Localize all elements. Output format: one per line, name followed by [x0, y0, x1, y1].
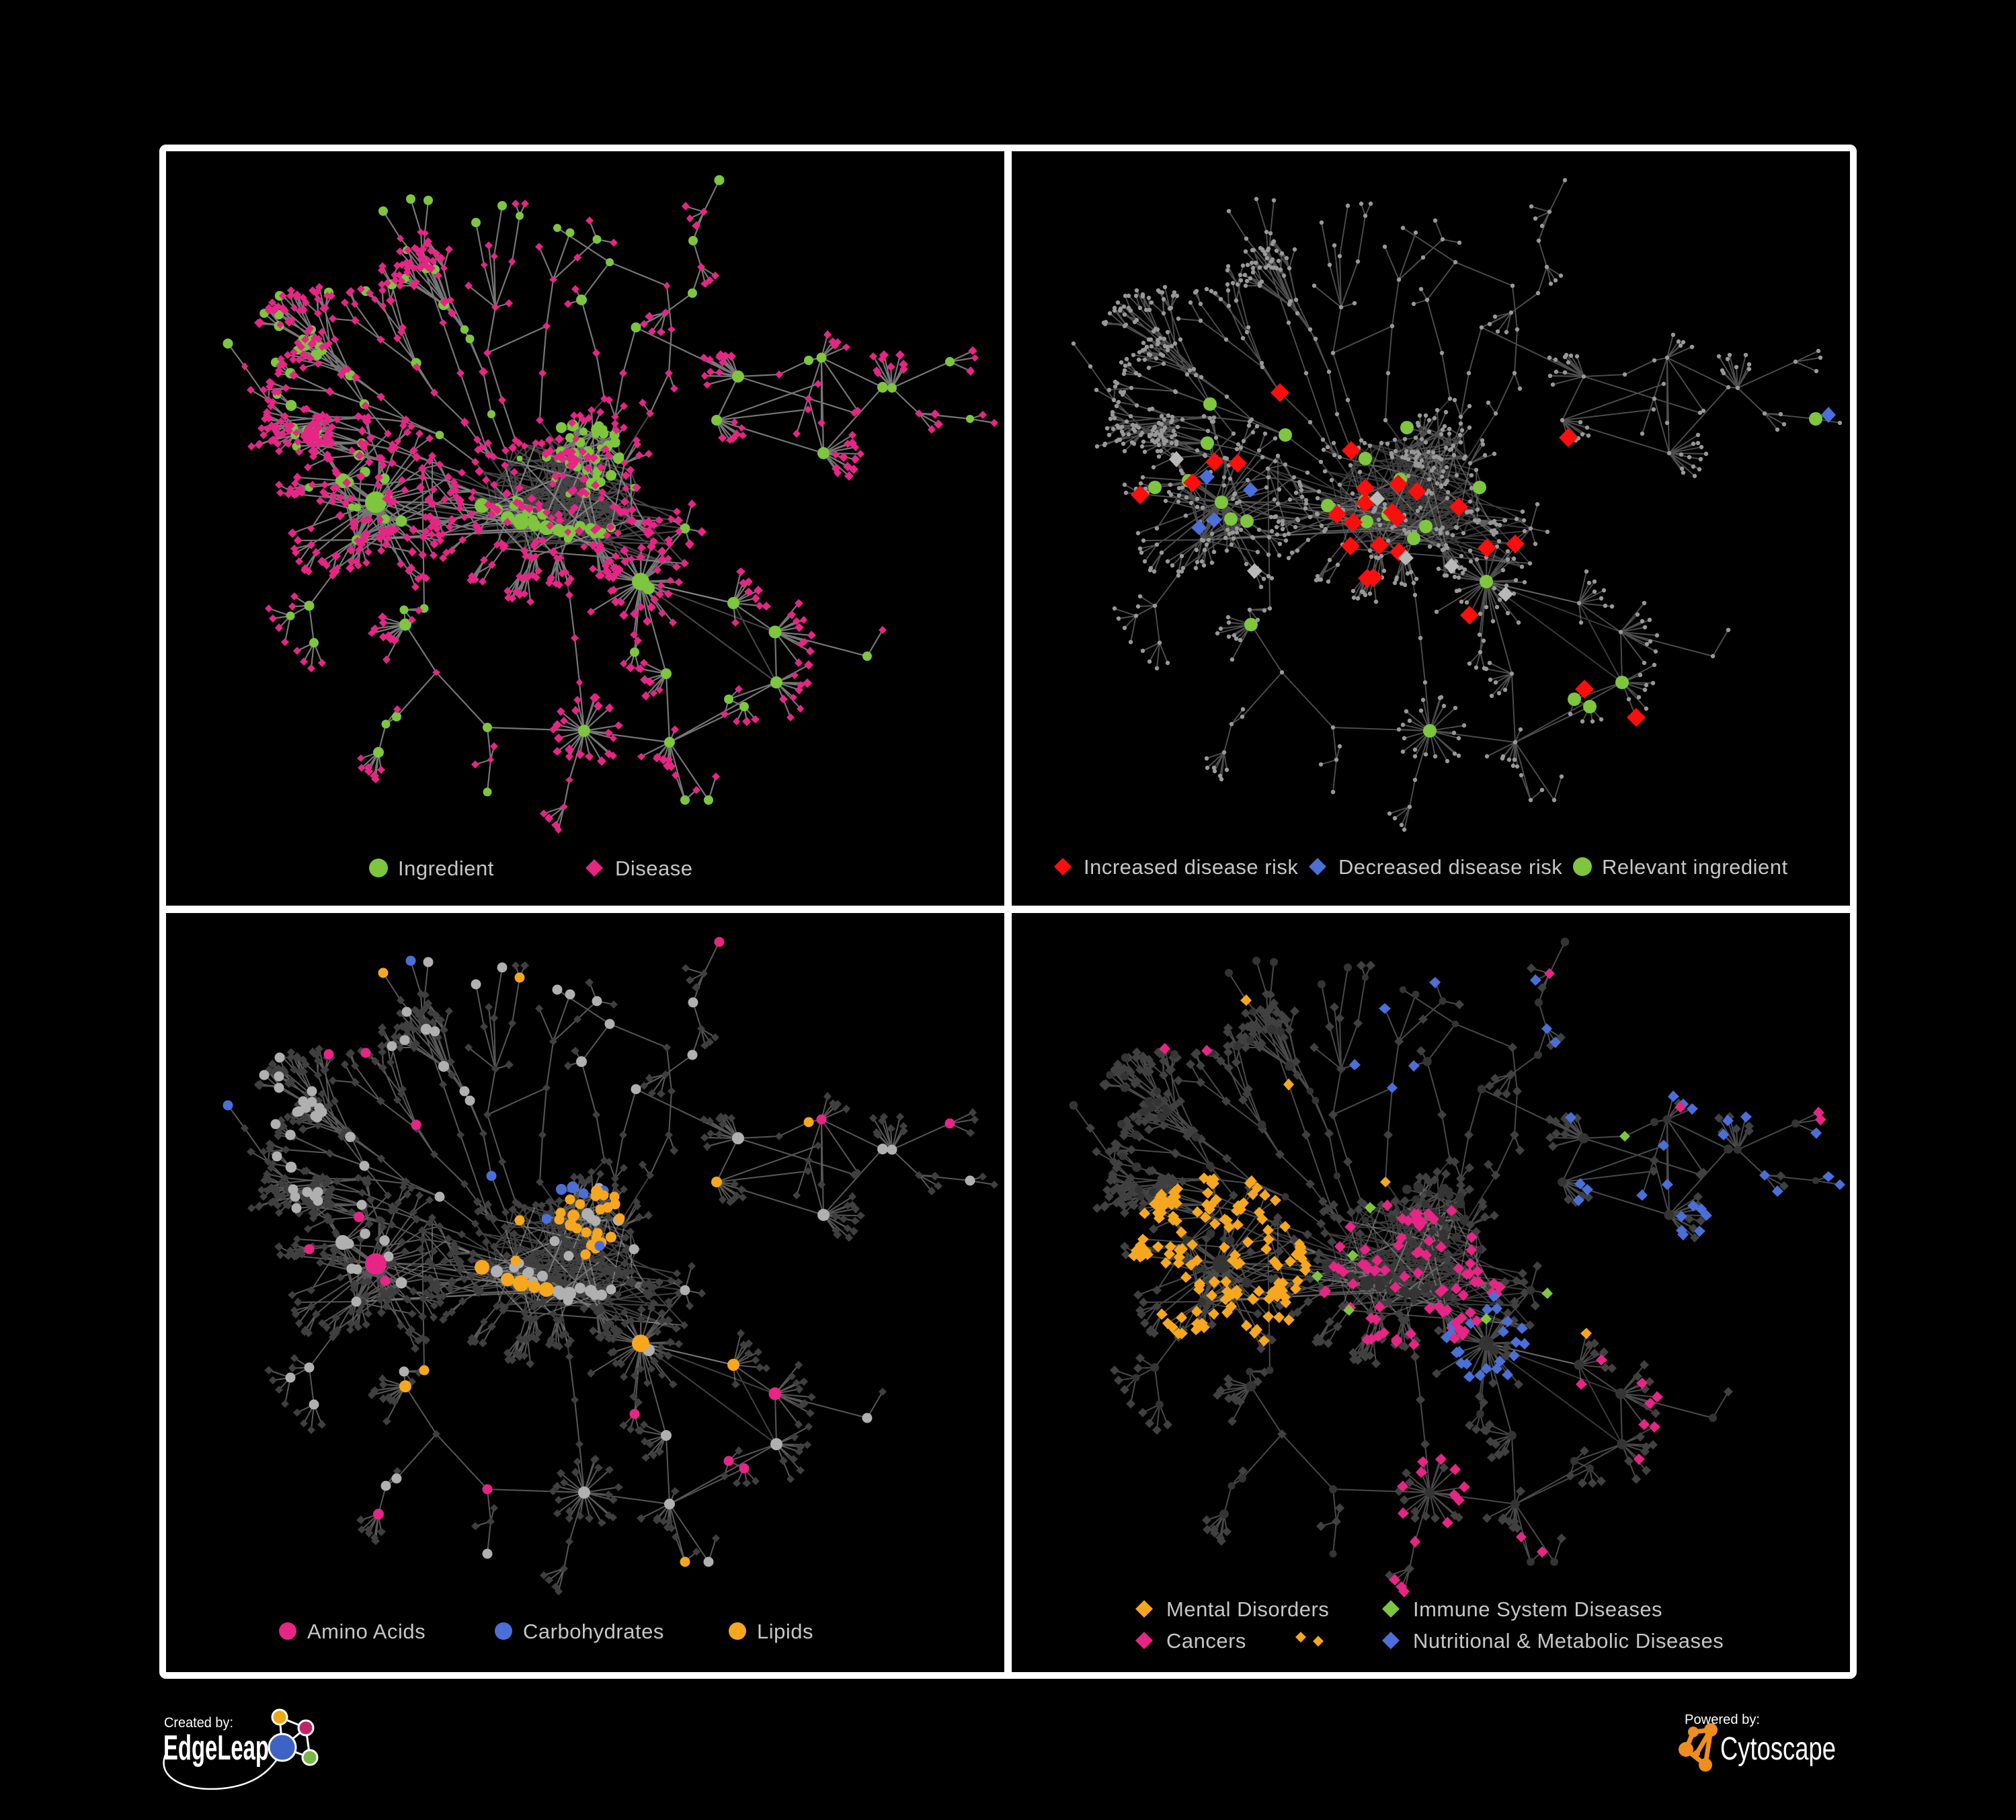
svg-text:Disease: Disease: [615, 857, 693, 880]
svg-text:Nutritional & Metabolic Diseas: Nutritional & Metabolic Diseases: [1413, 1629, 1724, 1653]
svg-text:EdgeLeap: EdgeLeap: [163, 1729, 269, 1768]
svg-text:Created by:: Created by:: [164, 1715, 233, 1731]
svg-text:Mental Disorders: Mental Disorders: [1166, 1597, 1329, 1621]
svg-text:Immune System Diseases: Immune System Diseases: [1413, 1597, 1662, 1621]
svg-text:Cancers: Cancers: [1166, 1629, 1246, 1653]
svg-text:Amino Acids: Amino Acids: [307, 1620, 426, 1643]
svg-text:Carbohydrates: Carbohydrates: [523, 1620, 664, 1643]
svg-text:Relevant ingredient: Relevant ingredient: [1602, 855, 1788, 879]
svg-text:Decreased disease risk: Decreased disease risk: [1338, 855, 1562, 879]
svg-text:Ingredient: Ingredient: [398, 857, 494, 880]
svg-text:Increased disease risk: Increased disease risk: [1084, 855, 1298, 879]
svg-text:Powered by:: Powered by:: [1685, 1712, 1760, 1727]
svg-text:Lipids: Lipids: [757, 1620, 813, 1643]
svg-text:Cytoscape: Cytoscape: [1720, 1731, 1836, 1767]
